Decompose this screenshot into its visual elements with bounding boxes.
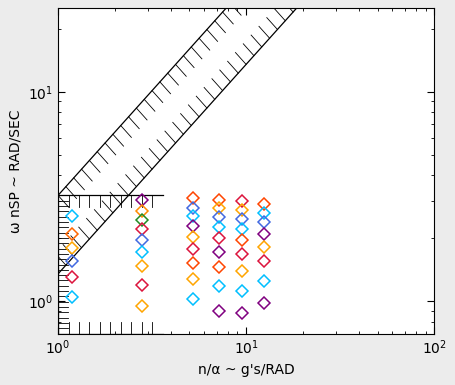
X-axis label: n/α ~ g's/RAD: n/α ~ g's/RAD [198,363,294,377]
Y-axis label: ω nSP ~ RAD/SEC: ω nSP ~ RAD/SEC [8,109,22,233]
